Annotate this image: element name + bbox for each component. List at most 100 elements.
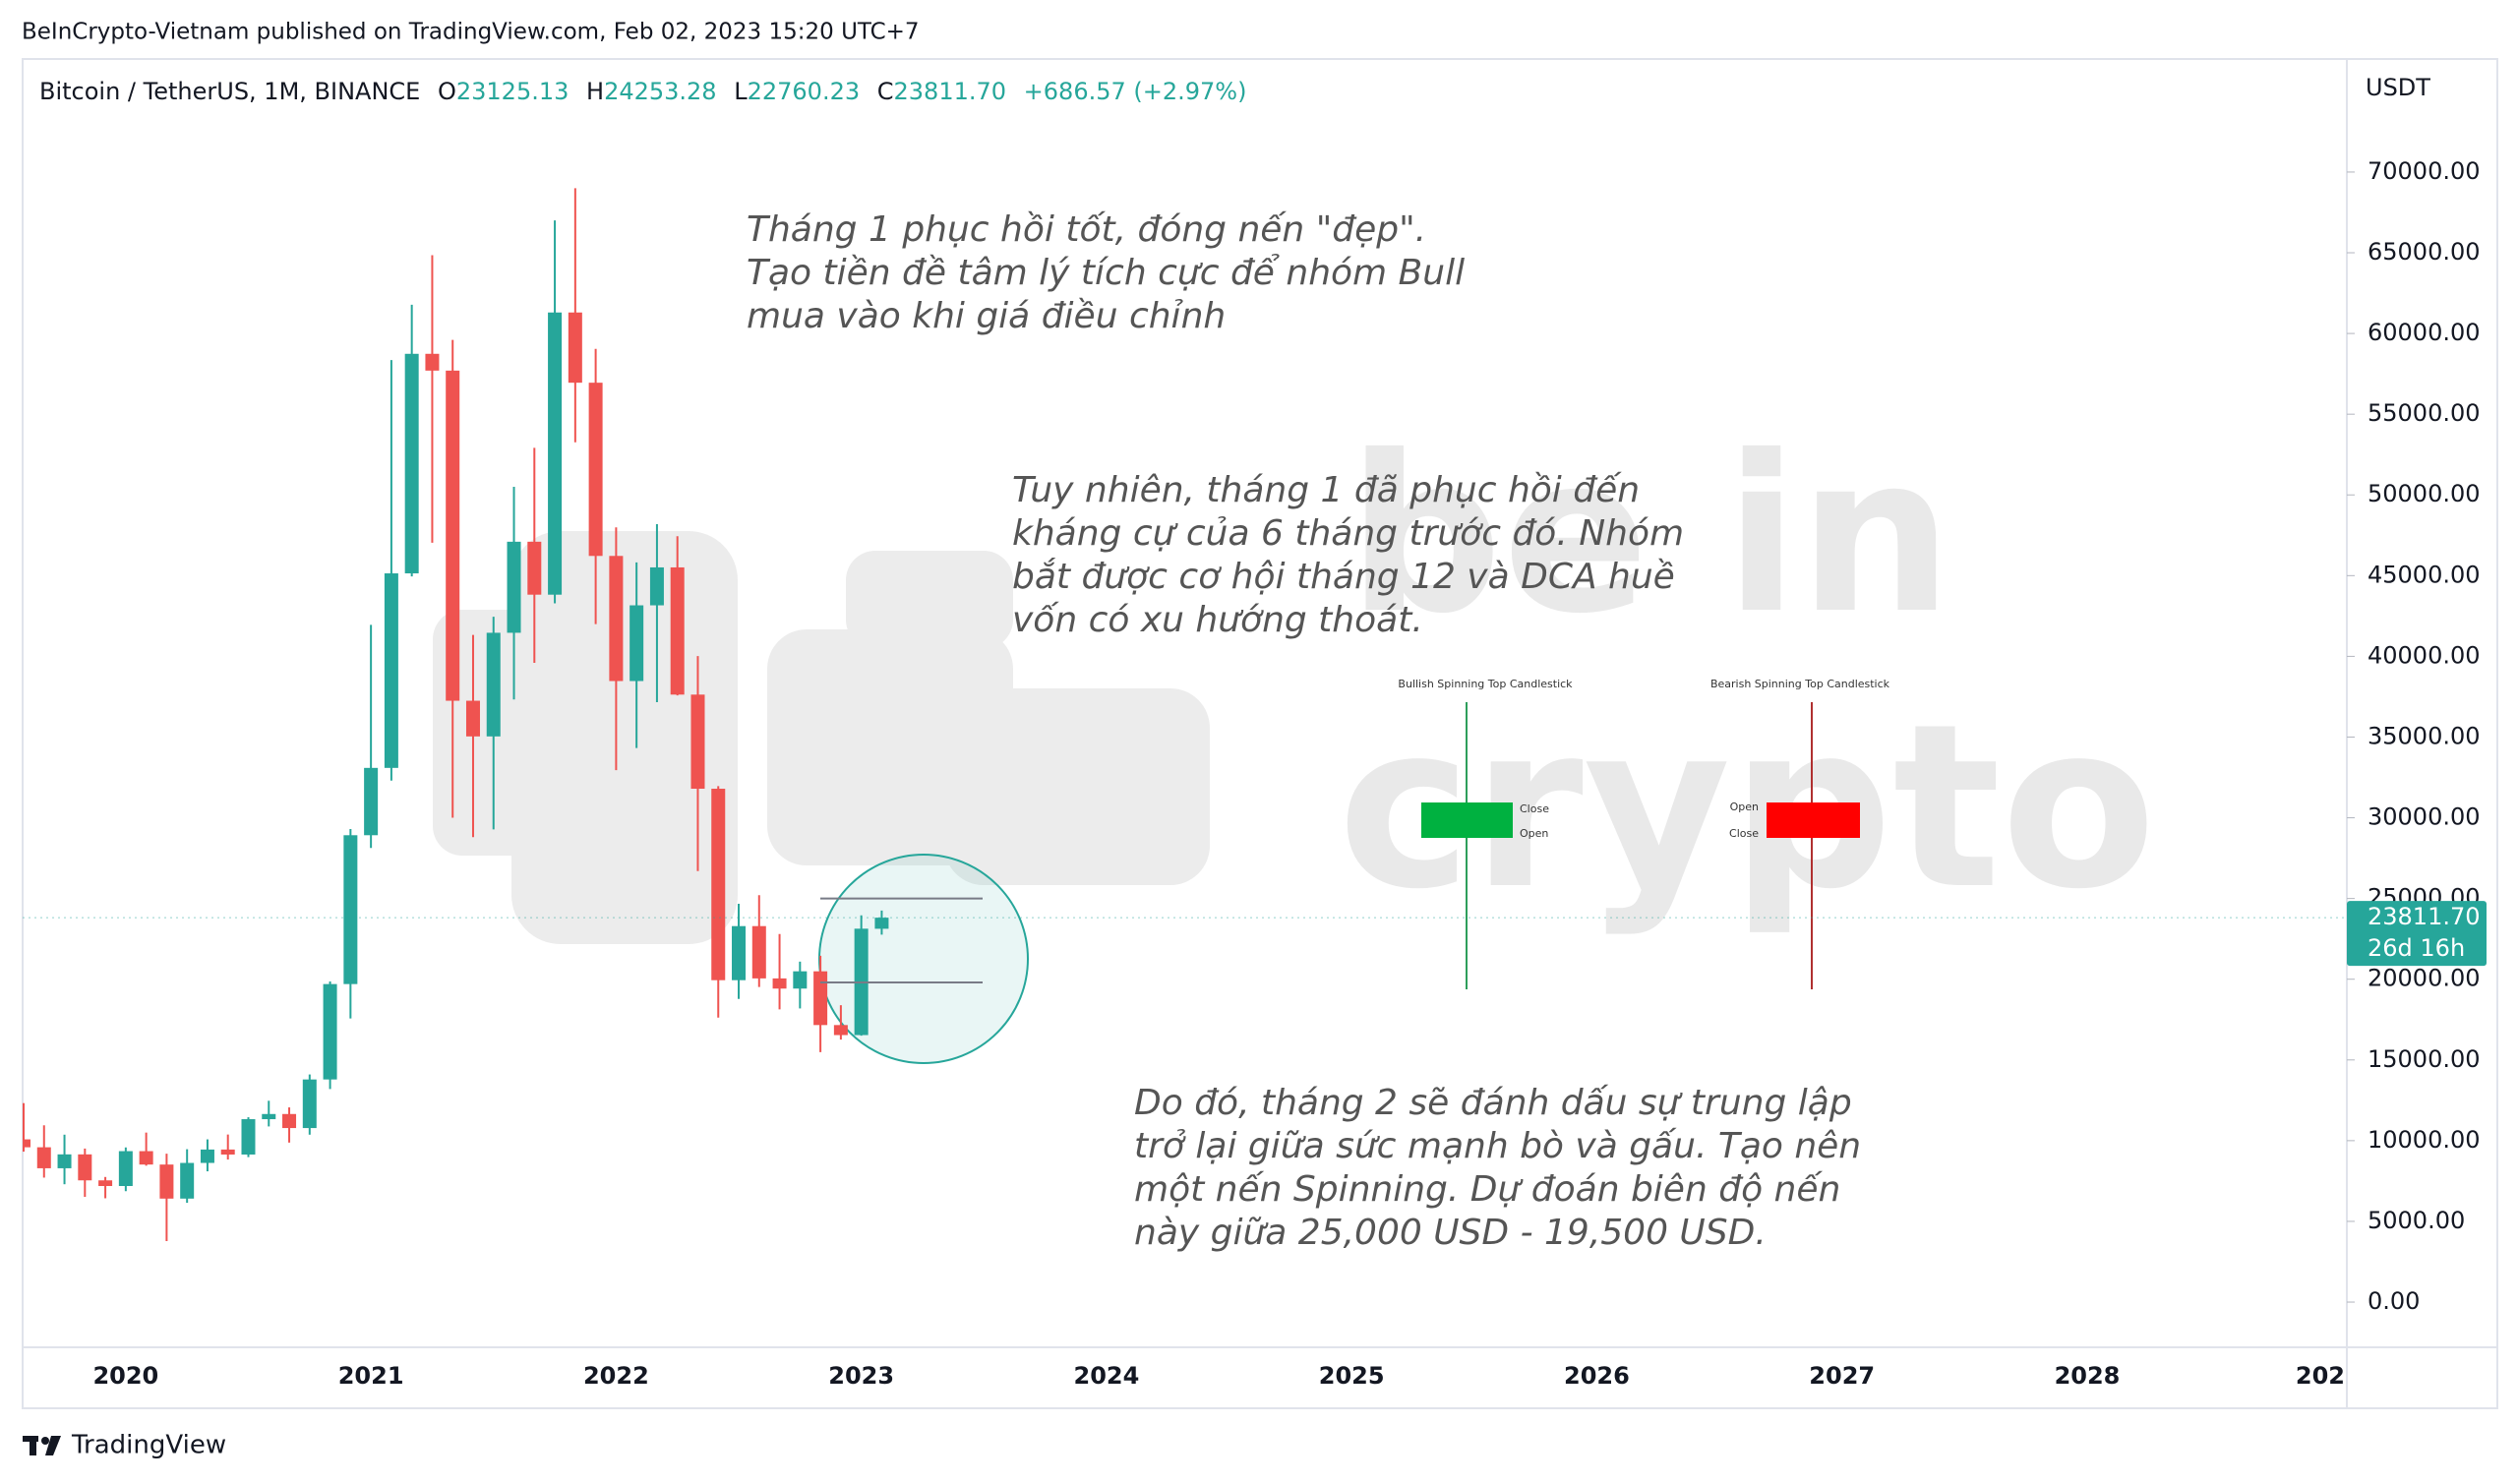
candle-body [57,1154,72,1168]
candle-body [343,835,358,984]
candle-body [833,1025,848,1036]
publish-header: BeInCrypto-Vietnam published on TradingV… [22,20,920,45]
inset-label: Close [1729,827,1759,840]
y-tick-label: 50000.00 [2368,480,2481,507]
ohlc-value: 23811.70 [894,78,1007,105]
y-tick-label: 35000.00 [2368,722,2481,749]
y-tick-label: 45000.00 [2368,561,2481,588]
annotation-line: trở lại giữa sức mạnh bò và gấu. Tạo nên [1134,1126,1861,1166]
candle-body [568,312,582,384]
y-tick-label: 30000.00 [2368,803,2481,831]
inset-body [1421,802,1513,838]
annotation-line: này giữa 25,000 USD - 19,500 USD. [1134,1213,1767,1253]
x-tick-label: 2028 [2055,1362,2121,1390]
price-tag-price: 23811.70 [2368,903,2481,930]
annotation-line: Tháng 1 phục hồi tốt, đóng nến "đẹp". [747,209,1426,250]
bullish-inset: Bullish Spinning Top Candlestick Close O… [1398,678,1573,989]
annotation-line: bắt được cơ hội tháng 12 và DCA huề [1012,557,1675,597]
candle-body [588,383,603,557]
change: +686.57 (+2.97%) [1024,78,1247,105]
x-tick-label: 2024 [1074,1362,1140,1390]
y-tick-label: 0.00 [2368,1287,2420,1315]
candle-body [220,1149,235,1155]
x-tick-label: 2022 [583,1362,649,1390]
price-tag-countdown: 26d 16h [2368,934,2465,962]
y-tick-label: 65000.00 [2368,238,2481,266]
candle-body [323,983,337,1080]
candle-body [465,700,480,737]
ohlc-value: 22760.23 [748,78,861,105]
y-tick-label: 15000.00 [2368,1045,2481,1073]
candle-body [282,1113,297,1129]
candle-body [793,971,808,989]
inset-label: Close [1520,802,1549,815]
ohlc-label: L [734,78,748,105]
candle-body [200,1149,214,1163]
x-tick-label: 2027 [1809,1362,1875,1390]
annotation-line: Tuy nhiên, tháng 1 đã phục hồi đến [1012,470,1640,510]
inset-body [1767,802,1860,838]
candle-body [649,566,664,606]
x-tick-label: 202 [2296,1362,2345,1390]
bearish-inset: Bearish Spinning Top Candlestick Open Cl… [1710,678,1890,989]
candle-body [425,353,440,371]
candle-body [302,1079,317,1129]
x-tick-label: 2023 [828,1362,894,1390]
ohlc-label: O [438,78,456,105]
y-tick-label: 10000.00 [2368,1126,2481,1154]
y-tick-label: 55000.00 [2368,399,2481,427]
candle-body [78,1154,92,1181]
y-tick-label: 60000.00 [2368,319,2481,346]
watermark-text: be in [1348,409,1952,661]
inset-title: Bullish Spinning Top Candlestick [1398,678,1573,690]
annotation-line: kháng cự của 6 tháng trước đó. Nhóm [1012,513,1684,554]
candle-body [241,1119,256,1155]
candle-body [23,1139,30,1148]
y-tick-label: 40000.00 [2368,641,2481,669]
candle-body [118,1151,133,1186]
y-tick-label: 20000.00 [2368,965,2481,992]
annotation-line: Tạo tiền đề tâm lý tích cực để nhóm Bull [747,253,1465,293]
candle-body [751,925,766,979]
x-tick-label: 2021 [338,1362,404,1390]
annotation-line: Do đó, tháng 2 sẽ đánh dấu sự trung lập [1134,1083,1852,1123]
candle-body [732,925,747,980]
candle-body [446,370,460,701]
candle-body [609,556,624,682]
candle-body [262,1113,276,1120]
candle-body [139,1151,153,1165]
candle-body [159,1164,174,1199]
brand-logo [23,1436,61,1455]
highlight-circle [818,854,1029,1064]
ohlc-value: 24253.28 [604,78,717,105]
y-tick-label: 5000.00 [2368,1207,2465,1234]
symbol: Bitcoin / TetherUS, 1M, BINANCE [39,78,420,105]
y-tick-label: 70000.00 [2368,157,2481,185]
candle-body [690,694,705,790]
x-tick-label: 2020 [92,1362,158,1390]
candle-body [813,971,828,1026]
annotation-line: mua vào khi giá điều chỉnh [747,296,1226,336]
annotation-line: vốn có xu hướng thoát. [1012,600,1423,640]
ohlc-label: H [586,78,604,105]
candle-body [874,918,889,929]
candle-body [486,632,501,737]
price-tag [2347,901,2487,967]
candle-body [507,541,521,633]
candle-body [180,1162,195,1199]
candle-body [384,573,398,768]
watermark-logo [433,531,1210,944]
currency: USDT [2366,74,2430,101]
inset-title: Bearish Spinning Top Candlestick [1710,678,1890,690]
candle-body [711,789,726,980]
candle-body [772,978,787,989]
ohlc-label: C [877,78,894,105]
chart-frame [22,58,2498,1409]
candle-body [364,767,379,836]
brand-name: TradingView [71,1431,226,1460]
candle-body [670,566,685,695]
annotation-line: một nến Spinning. Dự đoán biên độ nến [1134,1169,1840,1210]
x-tick-label: 2026 [1564,1362,1630,1390]
inset-label: Open [1520,827,1548,840]
ohlc-value: 23125.13 [456,78,570,105]
